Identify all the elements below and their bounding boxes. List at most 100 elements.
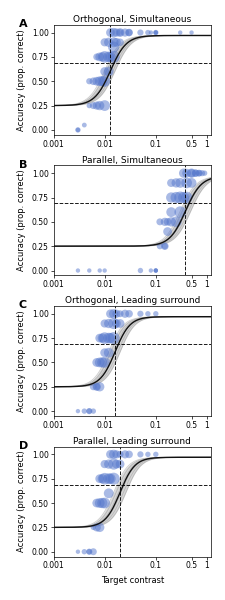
Point [102, 348, 106, 358]
Point [76, 125, 79, 135]
Point [162, 241, 166, 251]
Point [196, 169, 200, 178]
Point [102, 38, 106, 47]
Point [111, 38, 115, 47]
Point [165, 217, 169, 227]
Point [138, 449, 142, 459]
Point [97, 101, 101, 110]
Point [189, 178, 193, 188]
Y-axis label: Accuracy (prop. correct): Accuracy (prop. correct) [17, 170, 26, 271]
Point [94, 498, 98, 508]
Text: A: A [19, 19, 27, 29]
Point [106, 67, 110, 76]
Point [76, 406, 79, 416]
Point [118, 459, 121, 469]
Point [102, 266, 106, 275]
Point [106, 488, 110, 498]
Point [102, 52, 106, 62]
Point [108, 449, 112, 459]
Point [106, 459, 110, 469]
Point [127, 28, 130, 37]
Point [91, 382, 95, 392]
Point [138, 28, 142, 37]
Point [173, 178, 177, 188]
Point [189, 169, 193, 178]
Point [94, 52, 98, 62]
Point [100, 334, 104, 343]
Point [111, 319, 115, 328]
Point [153, 309, 157, 319]
Point [173, 217, 177, 227]
Point [82, 547, 86, 557]
Point [97, 76, 101, 86]
Point [184, 169, 188, 178]
Title: Orthogonal, Simultaneous: Orthogonal, Simultaneous [73, 15, 191, 24]
Point [148, 266, 152, 275]
Point [87, 76, 91, 86]
Point [111, 43, 115, 52]
Point [123, 309, 126, 319]
Point [178, 193, 181, 202]
Point [87, 547, 91, 557]
Point [91, 76, 95, 86]
Point [193, 169, 197, 178]
Point [178, 208, 181, 217]
Point [111, 52, 115, 62]
Point [111, 459, 115, 469]
Point [100, 52, 104, 62]
Point [169, 217, 172, 227]
Point [87, 406, 91, 416]
Point [102, 76, 106, 86]
Point [94, 382, 98, 392]
Point [108, 474, 112, 484]
Point [76, 125, 79, 135]
Point [102, 474, 106, 484]
Point [189, 169, 193, 178]
Point [82, 406, 86, 416]
Point [87, 406, 91, 416]
Point [178, 28, 181, 37]
Point [102, 319, 106, 328]
Point [97, 474, 101, 484]
Point [118, 319, 121, 328]
Point [97, 523, 101, 532]
Point [100, 474, 104, 484]
Point [118, 449, 121, 459]
Point [153, 28, 157, 37]
Point [138, 309, 142, 319]
Point [108, 334, 112, 343]
Point [153, 266, 157, 275]
Point [153, 266, 157, 275]
Point [91, 523, 95, 532]
Point [106, 348, 110, 358]
Point [162, 241, 166, 251]
Point [97, 382, 101, 392]
Point [184, 193, 188, 202]
Y-axis label: Accuracy (prop. correct): Accuracy (prop. correct) [17, 451, 26, 553]
Point [118, 38, 121, 47]
Point [181, 193, 185, 202]
Point [157, 217, 161, 227]
Point [108, 28, 112, 37]
Y-axis label: Accuracy (prop. correct): Accuracy (prop. correct) [17, 310, 26, 412]
Point [127, 28, 130, 37]
Point [153, 266, 157, 275]
Point [100, 76, 104, 86]
Point [169, 178, 172, 188]
Point [87, 101, 91, 110]
Point [118, 309, 121, 319]
Point [106, 474, 110, 484]
X-axis label: Target contrast: Target contrast [100, 576, 163, 585]
Y-axis label: Accuracy (prop. correct): Accuracy (prop. correct) [17, 29, 26, 131]
Point [145, 449, 149, 459]
Point [91, 101, 95, 110]
Point [102, 334, 106, 343]
Point [102, 459, 106, 469]
Point [102, 67, 106, 76]
Point [193, 169, 197, 178]
Point [114, 28, 118, 37]
Point [138, 266, 142, 275]
Point [189, 28, 193, 37]
Point [153, 28, 157, 37]
Point [165, 227, 169, 236]
